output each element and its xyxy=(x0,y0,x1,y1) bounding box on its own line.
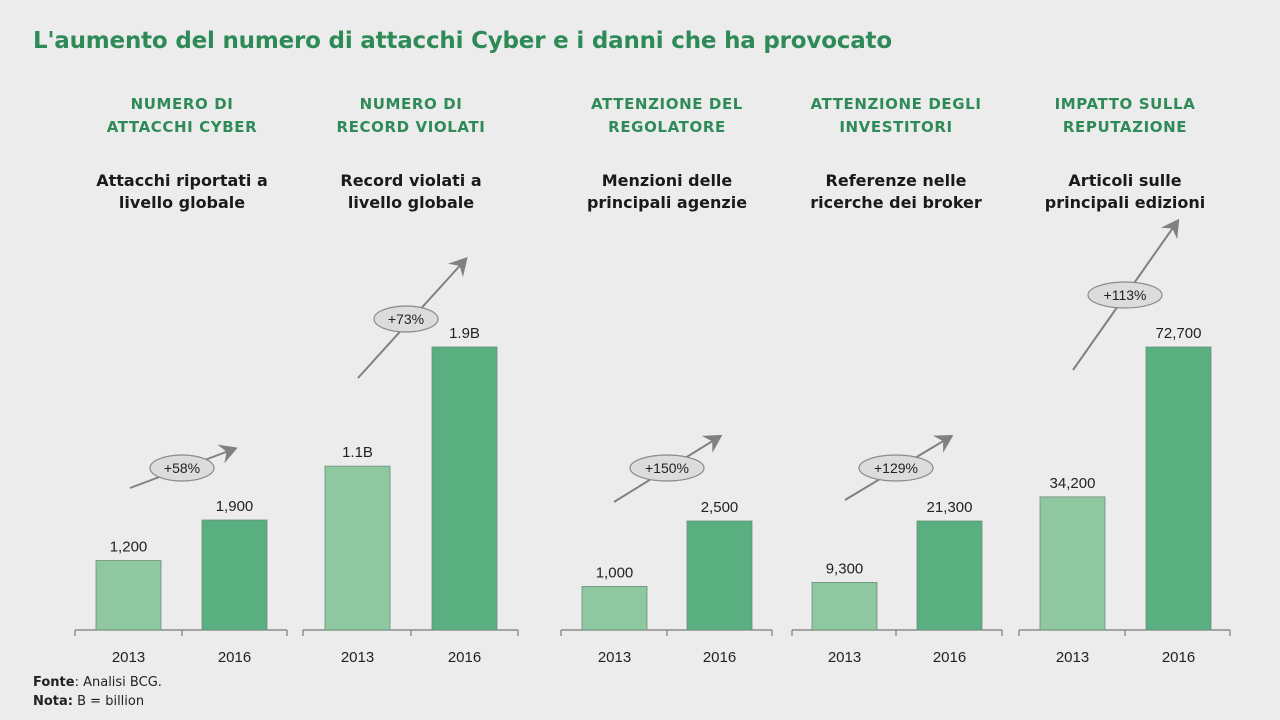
bar-value-label: 9,300 xyxy=(826,560,864,577)
x-tick-label: 2016 xyxy=(448,649,481,666)
panel-heading-line: INVESTITORI xyxy=(839,118,953,136)
panel-heading: NUMERO DI RECORD VIOLATI xyxy=(301,93,521,139)
x-tick-label: 2013 xyxy=(598,649,631,666)
change-label: +150% xyxy=(645,460,689,476)
bar-value-label: 1,000 xyxy=(596,564,634,581)
panel-subtitle-line: livello globale xyxy=(347,193,475,212)
source-label: Fonte xyxy=(33,675,75,690)
bar-2016 xyxy=(916,520,983,631)
footer: Fonte: Analisi BCG. Nota: B = billion xyxy=(33,673,162,711)
panel-heading-line: ATTACCHI CYBER xyxy=(106,118,258,136)
bar-value-label: 1,200 xyxy=(110,539,148,556)
bar-2016 xyxy=(201,519,268,631)
bar-value-label: 21,300 xyxy=(927,499,973,516)
panel-heading-line: NUMERO DI xyxy=(359,95,463,113)
x-tick-label: 2016 xyxy=(933,649,966,666)
panel-heading-line: REPUTAZIONE xyxy=(1062,118,1188,136)
panel-subtitle: Attacchi riportati a livello globale xyxy=(72,170,292,214)
x-tick-label: 2013 xyxy=(828,649,861,666)
chart-title: L'aumento del numero di attacchi Cyber e… xyxy=(33,28,892,54)
x-tick-label: 2013 xyxy=(112,649,145,666)
x-tick-label: 2013 xyxy=(1056,649,1089,666)
change-badge xyxy=(629,454,705,482)
panel-subtitle: Articoli sulle principali edizioni xyxy=(1015,170,1235,214)
change-label: +73% xyxy=(388,311,424,327)
change-badge xyxy=(149,454,215,482)
panel-subtitle-line: Attacchi riportati a xyxy=(96,171,268,190)
panel-subtitle-line: Referenze nelle xyxy=(825,171,967,190)
change-label: +58% xyxy=(164,460,200,476)
panel-heading: IMPATTO SULLA REPUTAZIONE xyxy=(1015,93,1235,139)
source-text: : Analisi BCG. xyxy=(74,675,162,690)
bar-value-label: 34,200 xyxy=(1050,475,1096,492)
bar-2016 xyxy=(1145,346,1212,631)
panel-subtitle-line: livello globale xyxy=(118,193,246,212)
panel-heading-line: ATTENZIONE DEGLI xyxy=(810,95,982,113)
change-badge xyxy=(858,454,934,482)
panel-heading: ATTENZIONE DEGLI INVESTITORI xyxy=(786,93,1006,139)
change-badge xyxy=(1087,281,1163,309)
panel-subtitle: Referenze nelle ricerche dei broker xyxy=(786,170,1006,214)
bar-2013 xyxy=(324,465,391,631)
x-tick-label: 2016 xyxy=(703,649,736,666)
note-text: B = billion xyxy=(73,694,145,709)
panel-subtitle-line: ricerche dei broker xyxy=(810,193,982,212)
panel-subtitle: Record violati a livello globale xyxy=(301,170,521,214)
panel-subtitle-line: principali agenzie xyxy=(586,193,748,212)
x-tick-label: 2016 xyxy=(218,649,251,666)
panel-subtitle-line: Articoli sulle xyxy=(1068,171,1182,190)
x-tick-label: 2013 xyxy=(341,649,374,666)
bar-value-label: 1.1B xyxy=(342,444,373,461)
bar-value-label: 2,500 xyxy=(701,499,739,516)
panel-heading-line: NUMERO DI xyxy=(130,95,234,113)
source-line: Fonte: Analisi BCG. xyxy=(33,673,162,692)
change-label: +129% xyxy=(874,460,918,476)
bar-2016 xyxy=(431,346,498,631)
bar-2013 xyxy=(95,560,162,631)
panel-subtitle-line: Menzioni delle xyxy=(601,171,733,190)
bar-value-label: 1.9B xyxy=(449,325,480,342)
panel-subtitle-line: principali edizioni xyxy=(1044,193,1206,212)
change-badge xyxy=(373,305,439,333)
change-label: +113% xyxy=(1104,287,1147,303)
panel-heading: ATTENZIONE DEL REGOLATORE xyxy=(557,93,777,139)
panel-subtitle-line: Record violati a xyxy=(340,171,482,190)
bar-value-label: 1,900 xyxy=(216,498,254,515)
panel-heading-line: IMPATTO SULLA xyxy=(1054,95,1196,113)
x-tick-label: 2016 xyxy=(1162,649,1195,666)
panel-heading-line: REGOLATORE xyxy=(608,118,726,136)
panel-subtitle: Menzioni delle principali agenzie xyxy=(557,170,777,214)
panel-heading: NUMERO DI ATTACCHI CYBER xyxy=(72,93,292,139)
bar-value-label: 72,700 xyxy=(1156,325,1202,342)
bar-2013 xyxy=(811,582,878,631)
panel-heading-line: ATTENZIONE DEL xyxy=(591,95,743,113)
note-line: Nota: B = billion xyxy=(33,692,162,711)
bar-2013 xyxy=(1039,496,1106,631)
bar-2016 xyxy=(686,520,753,631)
panel-heading-line: RECORD VIOLATI xyxy=(336,118,486,136)
bar-2013 xyxy=(581,586,648,631)
note-label: Nota: xyxy=(33,694,73,709)
